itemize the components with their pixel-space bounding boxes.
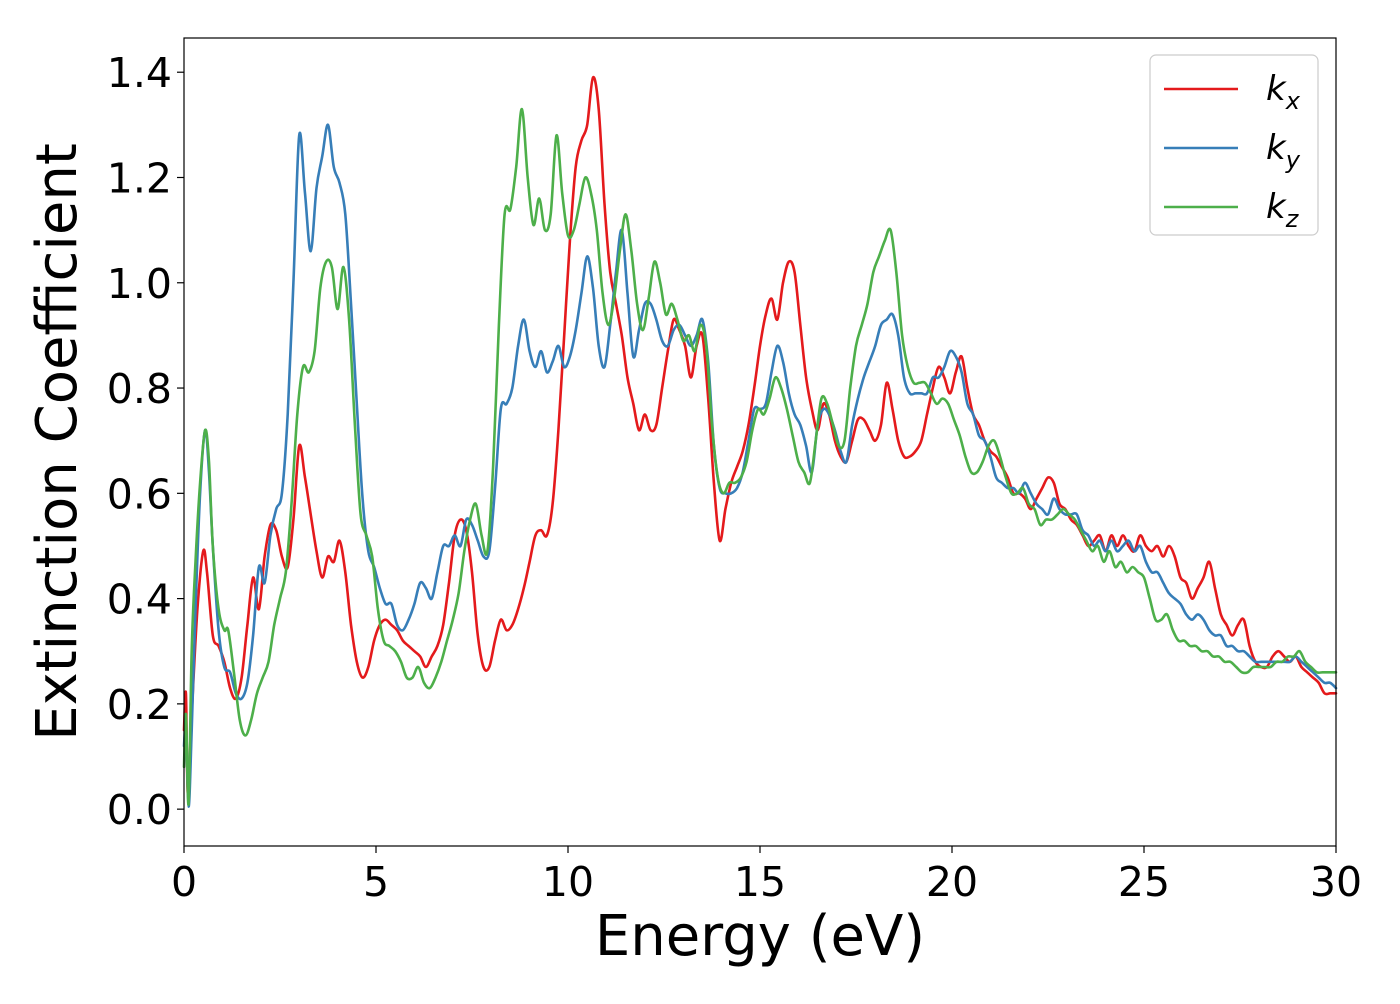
series-line-kx: [182, 75, 1338, 795]
legend-label-subscript: x: [1285, 87, 1301, 115]
x-tick-label: 15: [734, 858, 786, 906]
y-axis: 0.0 0.2 0.4 0.6 0.8 1.0 1.2 1.4: [107, 49, 184, 834]
x-tick-label: 0: [171, 858, 197, 906]
y-axis-title: Extinction Coefficient: [25, 143, 90, 741]
y-tick-label: 1.4: [107, 49, 172, 97]
y-tick-label: 1.2: [107, 154, 172, 202]
y-tick-label: 1.0: [107, 260, 172, 308]
y-tick-label: 0.2: [107, 681, 172, 729]
y-tick-label: 0.0: [107, 786, 172, 834]
x-axis: 0 5 10 15 20 25 30: [171, 846, 1362, 906]
y-tick-label: 0.4: [107, 576, 172, 624]
legend-label-subscript: z: [1285, 205, 1300, 233]
y-tick-label: 0.6: [107, 470, 172, 518]
x-tick-label: 20: [926, 858, 978, 906]
legend-label-subscript: y: [1285, 146, 1301, 174]
series-line-kz: [182, 107, 1338, 806]
x-axis-title: Energy (eV): [595, 904, 925, 969]
legend-box: [1149, 54, 1319, 236]
y-tick-label: 0.8: [107, 365, 172, 413]
x-tick-label: 25: [1118, 858, 1170, 906]
x-tick-label: 30: [1310, 858, 1362, 906]
x-tick-label: 5: [363, 858, 389, 906]
x-tick-label: 10: [542, 858, 594, 906]
plot-lines: [182, 75, 1338, 808]
